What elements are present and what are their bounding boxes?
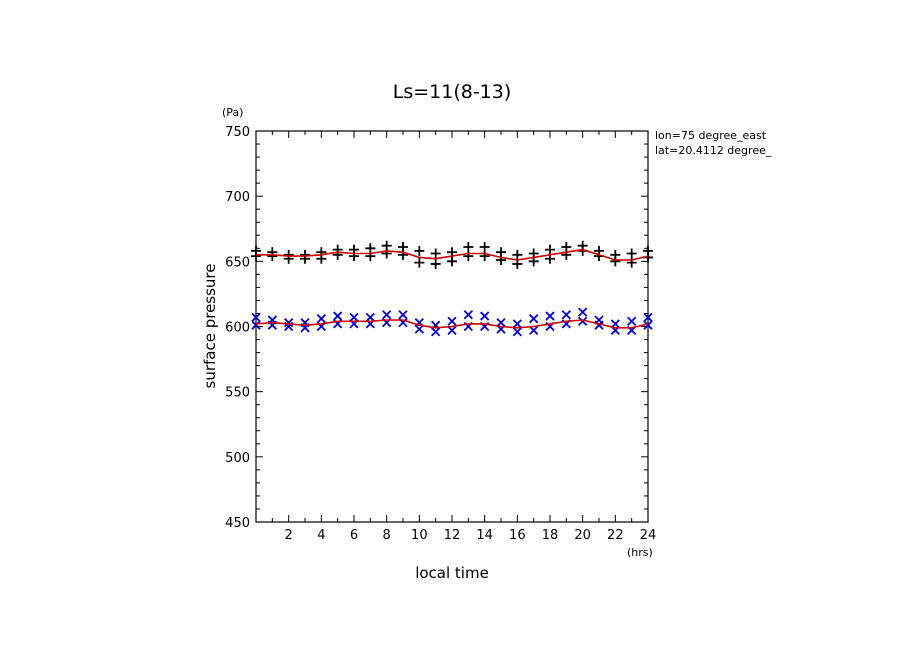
plus-point [381,248,392,259]
plus-point [463,241,474,252]
x-tick-label: 4 [317,528,325,543]
x-tick-label: 8 [383,528,391,543]
plus-point [414,257,425,268]
y-unit-label: (Pa) [222,106,243,119]
y-tick-label: 600 [225,321,250,336]
cross-point [382,310,392,320]
annotation-lat: lat=20.4112 degree_ [655,144,772,157]
cross-point [447,316,457,326]
plus-point [512,249,523,260]
x-tick-label: 16 [509,528,526,543]
x-unit-label: (hrs) [627,546,653,559]
cross-point [578,307,588,317]
plus-point [626,248,637,259]
upper-mean-line [256,248,649,261]
lower-mean-line [255,319,649,329]
x-tick-label: 10 [411,528,428,543]
x-tick-label: 2 [285,528,293,543]
y-tick-label: 550 [225,386,250,401]
cross-point [529,314,539,324]
cross-point [316,314,326,324]
y-axis-label: surface pressure [201,264,219,389]
cross-point [414,324,424,334]
plus-point [430,248,441,259]
cross-point [284,317,294,328]
plus-point [251,251,261,262]
cross-point [561,310,571,320]
cross-point [529,325,539,336]
x-tick-label: 20 [574,528,591,543]
cross-point [251,320,261,330]
cross-point [545,311,555,321]
cross-point [643,312,653,323]
cross-point [627,316,637,326]
plus-point [447,256,457,267]
cross-point [512,327,522,337]
plus-point [479,241,490,252]
x-tick-label: 12 [444,528,461,543]
plus-point [610,256,621,267]
plus-point [332,249,343,260]
plus-point [479,251,490,262]
x-axis-label: local time [415,564,489,582]
x-tick-label: 18 [542,528,559,543]
cross-point [643,320,653,330]
annotation-lon: lon=75 degree_east [655,129,767,142]
cross-point [578,316,588,326]
cross-point [251,312,261,323]
x-tick-label: 24 [640,528,657,543]
cross-point [463,310,473,320]
x-tick-label: 22 [607,528,624,543]
y-tick-label: 650 [225,255,250,270]
plus-point [545,244,555,255]
cross-point [431,327,441,337]
cross-point [512,319,522,329]
y-tick-label: 700 [225,190,250,205]
x-tick-label: 6 [350,528,358,543]
y-tick-label: 450 [225,516,250,531]
cross-point [447,325,457,336]
plus-point [267,251,278,262]
cross-point [333,311,343,321]
plus-point [463,251,474,262]
cross-point [398,310,408,320]
plus-point [414,245,425,256]
x-tick-label: 14 [476,528,493,543]
chart-title: Ls=11(8-13) [393,81,512,103]
cross-point [480,311,490,321]
y-tick-label: 750 [225,125,250,140]
plus-point [430,258,441,269]
y-tick-label: 500 [225,451,250,466]
